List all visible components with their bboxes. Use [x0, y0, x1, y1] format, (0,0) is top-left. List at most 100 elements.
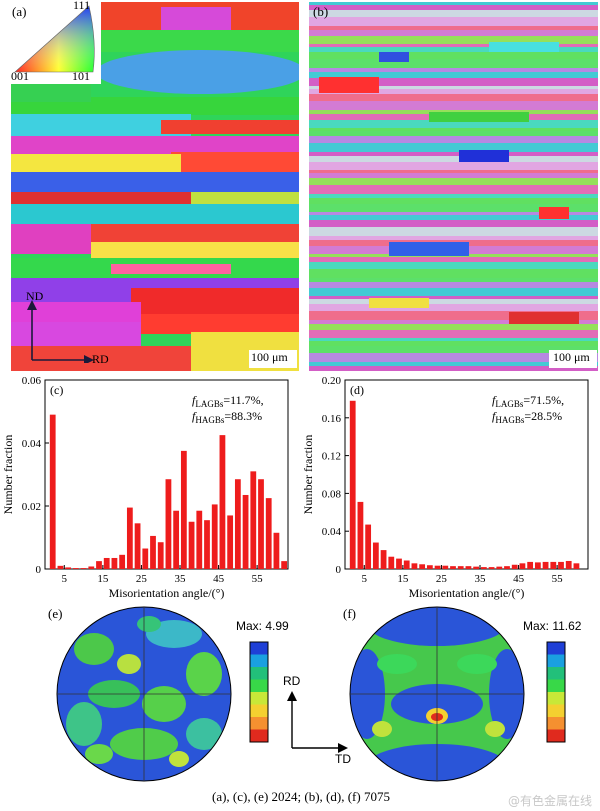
x-tick-label: 55	[552, 573, 564, 585]
x-tick-label: 5	[362, 573, 368, 585]
bar	[488, 567, 495, 569]
scale-bar-a: 100 μm	[251, 350, 288, 364]
colorbar-segment	[547, 679, 565, 693]
bar	[426, 565, 433, 569]
watermark: @有色金属在线	[508, 794, 593, 808]
bar	[142, 548, 149, 569]
colorbar-segment	[250, 692, 268, 705]
td-axis-label-pf: TD	[335, 752, 351, 766]
bar	[558, 561, 564, 569]
colorbar-segment	[250, 642, 268, 655]
colorbar-segment	[547, 642, 565, 655]
bar	[527, 561, 534, 569]
figure-caption: (a), (c), (e) 2024; (b), (d), (f) 7075	[212, 789, 390, 804]
colorbar-segment	[547, 654, 565, 668]
bar	[180, 450, 187, 569]
bar	[57, 565, 64, 569]
rd-axis-label: RD	[92, 352, 109, 366]
nd-rd-axes	[27, 300, 94, 363]
y-axis-label: Number fraction	[301, 435, 315, 515]
pole-figure-f	[349, 606, 525, 782]
x-axis-label: Misorientation angle/(°)	[409, 586, 525, 600]
y-axis-label: Number fraction	[1, 435, 15, 515]
bar	[211, 504, 218, 569]
y-tick-label: 0	[336, 564, 342, 576]
nd-axis-label: ND	[26, 289, 44, 303]
bar	[273, 532, 280, 569]
y-tick-label: 0.04	[322, 526, 342, 538]
f-lagbs-annotation: fLAGBs=71.5%,	[492, 393, 564, 409]
colorbar-e	[249, 641, 269, 743]
bar	[388, 556, 395, 569]
colorbar-segment	[250, 667, 268, 680]
bar	[457, 566, 464, 569]
colorbar-segment	[250, 729, 268, 743]
colorbar-segment	[250, 679, 268, 693]
bar	[157, 542, 164, 569]
ipf-001-label: 001	[11, 69, 29, 83]
y-tick-label: 0.16	[322, 413, 342, 425]
colorbar-segment	[547, 704, 565, 718]
scale-bar-b: 100 μm	[553, 350, 590, 364]
bar	[80, 568, 87, 569]
bar	[281, 561, 288, 569]
colorbar-segment	[547, 717, 565, 730]
bar	[465, 566, 472, 569]
ipf-101-label: 101	[72, 69, 90, 83]
colorbar-segment	[250, 704, 268, 718]
bar	[49, 414, 56, 569]
bar	[434, 565, 441, 569]
bar	[196, 510, 203, 569]
panel-label: (c)	[50, 383, 63, 397]
bar	[511, 564, 518, 569]
x-tick-label: 15	[97, 573, 109, 585]
bar	[134, 523, 141, 569]
bar	[126, 507, 133, 569]
bar	[550, 561, 557, 569]
bar	[480, 567, 487, 569]
bar	[519, 563, 526, 569]
bar	[372, 542, 379, 569]
bar	[88, 566, 95, 569]
bar	[365, 524, 372, 569]
bar	[103, 557, 110, 569]
x-tick-label: 45	[513, 573, 525, 585]
y-tick-label: 0.12	[322, 451, 341, 463]
colorbar-segment	[547, 729, 565, 743]
f-hagbs-annotation: fHAGBs=88.3%	[192, 409, 262, 425]
panel-label-e: (e)	[48, 606, 63, 621]
plot-frame	[344, 379, 589, 570]
ipf-111-label: 111	[73, 0, 91, 12]
colorbar-segment	[547, 692, 565, 705]
bar	[204, 520, 210, 569]
bar	[188, 521, 195, 569]
y-tick-label: 0.06	[22, 375, 42, 387]
rd-td-axes	[287, 691, 348, 753]
colorbar-segment	[250, 654, 268, 668]
bar	[219, 435, 226, 569]
misorientation-histogram-c: 0 0.02 0.04 0.06 5 15 25 35 45 55 Misorientation a…	[1, 375, 289, 600]
bar	[357, 501, 364, 569]
ebsd-map-b	[309, 2, 598, 371]
ebsd-map-a	[11, 2, 299, 371]
bar	[419, 564, 426, 569]
y-tick-label: 0.02	[22, 501, 41, 513]
bar	[442, 565, 449, 569]
bar	[258, 479, 264, 569]
panel-label: (d)	[350, 383, 364, 397]
bar	[542, 561, 549, 569]
f-hagbs-annotation: fHAGBs=28.5%	[492, 409, 562, 425]
bar	[504, 566, 510, 569]
y-tick-label: 0.20	[322, 375, 342, 387]
bar	[380, 550, 387, 569]
bar	[227, 515, 234, 569]
bar	[496, 566, 503, 569]
bar	[411, 563, 418, 569]
colorbar-segment	[250, 717, 268, 730]
bar	[165, 479, 172, 569]
bar	[403, 560, 410, 569]
x-tick-label: 45	[213, 573, 225, 585]
bar	[111, 557, 118, 569]
panel-label-f: (f)	[343, 606, 356, 621]
